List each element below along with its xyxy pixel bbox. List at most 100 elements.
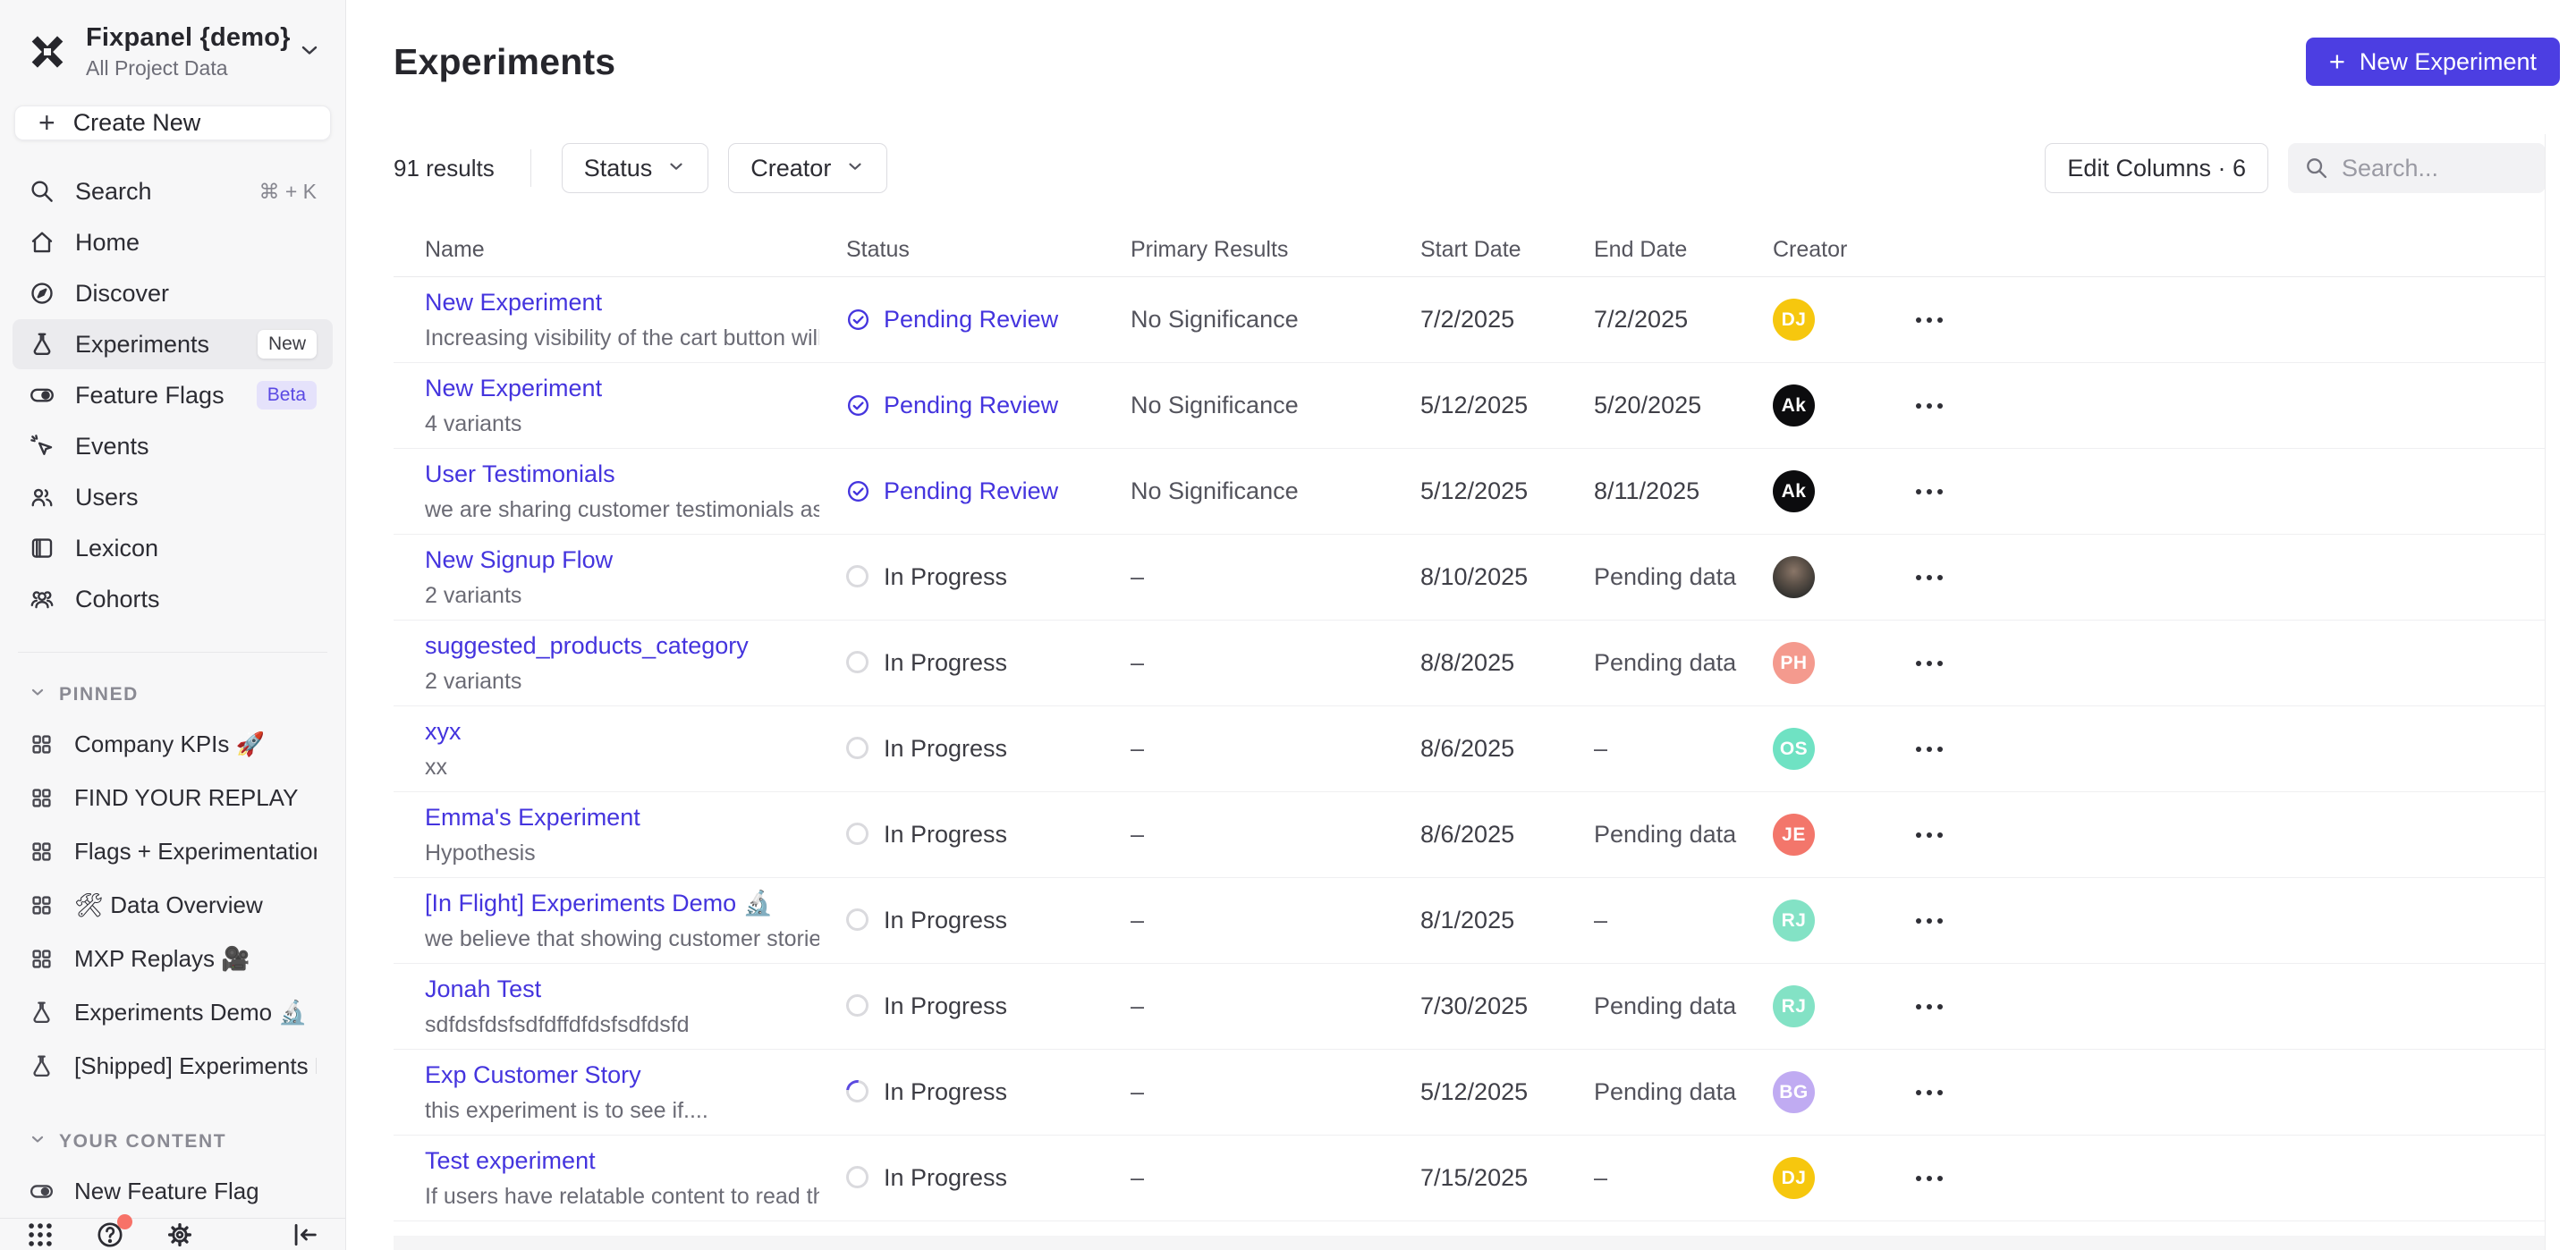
- sidebar-pinned-item[interactable]: Flags + Experimentation Demo: [13, 824, 333, 878]
- table-row: User Testimonials we are sharing custome…: [394, 449, 2546, 535]
- sidebar-item-cohorts[interactable]: Cohorts: [13, 574, 333, 624]
- status-filter-button[interactable]: Status: [561, 143, 709, 193]
- your-content-section-label: YOUR CONTENT: [59, 1131, 227, 1152]
- experiment-name-link[interactable]: suggested_products_category: [425, 631, 749, 659]
- experiments-table: Name Status Primary Results Start Date E…: [394, 224, 2546, 1221]
- creator-avatar-photo: [1773, 556, 1815, 598]
- new-experiment-label: New Experiment: [2359, 47, 2537, 75]
- creator-avatar: OS: [1773, 728, 1815, 770]
- experiment-name-link[interactable]: [In Flight] Experiments Demo 🔬: [425, 890, 774, 916]
- status-label: In Progress: [884, 1164, 1008, 1191]
- sidebar-item-experiments[interactable]: Experiments New: [13, 319, 333, 369]
- experiment-name-link[interactable]: Test experiment: [425, 1146, 596, 1174]
- column-header-end-date: End Date: [1594, 237, 1688, 262]
- sidebar-item-feature-flags[interactable]: Feature Flags Beta: [13, 370, 333, 420]
- row-menu-button[interactable]: [1916, 1089, 1970, 1095]
- start-date-cell: 5/12/2025: [1420, 392, 1529, 418]
- start-date-cell: 7/15/2025: [1420, 1164, 1529, 1191]
- status-cell: In Progress: [846, 1164, 1131, 1192]
- progress-circle-icon: [846, 823, 870, 847]
- creator-avatar: Ak: [1773, 384, 1815, 427]
- experiment-name-link[interactable]: New Experiment: [425, 288, 603, 316]
- beta-badge: Beta: [256, 381, 317, 410]
- board-icon: [29, 785, 55, 811]
- sidebar-item-label: Cohorts: [75, 585, 160, 612]
- row-menu-button[interactable]: [1916, 832, 1970, 838]
- table-header-row: Name Status Primary Results Start Date E…: [394, 224, 2546, 277]
- experiment-name-link[interactable]: Emma's Experiment: [425, 803, 640, 831]
- table-row: Jonah Test sdfdsfdsfsdfdffdfdsfsdfdsfd I…: [394, 964, 2546, 1050]
- new-badge: New: [257, 330, 317, 359]
- board-icon: [29, 892, 55, 918]
- status-cell: Pending Review: [846, 306, 1131, 334]
- new-experiment-button[interactable]: + New Experiment: [2305, 38, 2560, 86]
- collapse-sidebar-icon[interactable]: [290, 1220, 320, 1250]
- apps-grid-icon[interactable]: [25, 1220, 55, 1250]
- pinned-section-label: PINNED: [59, 684, 139, 705]
- row-menu-button[interactable]: [1916, 1003, 1970, 1009]
- experiment-name-link[interactable]: Jonah Test: [425, 975, 542, 1002]
- status-label: In Progress: [884, 563, 1008, 590]
- row-menu-button[interactable]: [1916, 1175, 1970, 1181]
- experiment-name-link[interactable]: New Signup Flow: [425, 545, 614, 573]
- experiment-description: Hypothesis: [425, 840, 536, 866]
- column-header-primary-results: Primary Results: [1131, 237, 1289, 262]
- sidebar-pinned-item[interactable]: FIND YOUR REPLAY: [13, 771, 333, 824]
- sidebar-item-users[interactable]: Users: [13, 472, 333, 522]
- column-header-start-date: Start Date: [1420, 237, 1521, 262]
- help-icon[interactable]: [95, 1213, 132, 1250]
- creator-filter-button[interactable]: Creator: [728, 143, 888, 193]
- workspace-switcher[interactable]: Fixpanel {demo} All Project Data: [0, 0, 345, 97]
- experiment-name-link[interactable]: New Experiment: [425, 374, 603, 401]
- sidebar-pinned-item[interactable]: Company KPIs 🚀: [13, 717, 333, 771]
- row-menu-button[interactable]: [1916, 660, 1970, 666]
- experiment-description: sdfdsfdsfsdfdffdfdsfsdfdsfd: [425, 1011, 690, 1037]
- row-menu-button[interactable]: [1916, 574, 1970, 580]
- table-body: New Experiment Increasing visibility of …: [394, 277, 2546, 1221]
- row-menu-button[interactable]: [1916, 746, 1970, 752]
- end-date-cell: Pending data: [1594, 821, 1737, 848]
- sidebar-item-label: Feature Flags: [75, 381, 225, 409]
- sidebar-pinned-item[interactable]: New Feature Flag: [13, 1164, 333, 1218]
- experiment-name-link[interactable]: User Testimonials: [425, 460, 615, 487]
- pinned-section-header[interactable]: PINNED: [0, 683, 345, 706]
- row-menu-button[interactable]: [1916, 402, 1970, 409]
- status-label: In Progress: [884, 907, 1008, 933]
- experiment-name-link[interactable]: Exp Customer Story: [425, 1060, 641, 1088]
- search-input[interactable]: [2342, 154, 2529, 182]
- check-circle-icon: [846, 308, 870, 332]
- progress-circle-icon: [846, 1166, 870, 1190]
- primary-results-cell: No Significance: [1131, 392, 1299, 418]
- end-date-cell: –: [1594, 907, 1608, 933]
- settings-gear-icon[interactable]: [165, 1220, 195, 1250]
- row-menu-button[interactable]: [1916, 488, 1970, 494]
- sidebar-item-label: Users: [75, 483, 139, 511]
- creator-avatar: RJ: [1773, 899, 1815, 942]
- experiment-description: xx: [425, 754, 447, 780]
- table-bottom-strip: [394, 1236, 2545, 1250]
- status-cell: Pending Review: [846, 392, 1131, 419]
- sidebar-pinned-item[interactable]: [Shipped] Experiments Demo 🖊: [13, 1039, 333, 1093]
- sidebar-pinned-item[interactable]: Experiments Demo 🔬: [13, 985, 333, 1039]
- users-icon: [29, 484, 55, 511]
- sidebar-item-events[interactable]: Events: [13, 421, 333, 471]
- edit-columns-button[interactable]: Edit Columns · 6: [2045, 143, 2268, 193]
- sidebar-item-search[interactable]: Search ⌘ + K: [13, 166, 333, 216]
- your-content-section-header[interactable]: YOUR CONTENT: [0, 1130, 345, 1153]
- sidebar-item-discover[interactable]: Discover: [13, 268, 333, 318]
- sidebar-pinned-item[interactable]: 🛠 Data Overview: [13, 878, 333, 932]
- progress-circle-icon: [846, 565, 870, 589]
- sidebar-item-home[interactable]: Home: [13, 217, 333, 267]
- chevron-down-icon: [845, 155, 865, 182]
- sidebar-pinned-item[interactable]: MXP Replays 🎥: [13, 932, 333, 985]
- start-date-cell: 8/6/2025: [1420, 735, 1515, 762]
- sidebar-item-lexicon[interactable]: Lexicon: [13, 523, 333, 573]
- main-content: Experiments + New Experiment 91 results …: [346, 0, 2576, 1250]
- status-filter-label: Status: [583, 154, 653, 182]
- status-cell: Pending Review: [846, 477, 1131, 505]
- row-menu-button[interactable]: [1916, 917, 1970, 924]
- experiment-name-link[interactable]: xyx: [425, 717, 462, 745]
- create-new-button[interactable]: + Create New: [14, 106, 331, 140]
- row-menu-button[interactable]: [1916, 317, 1970, 323]
- chevron-down-icon: [29, 683, 47, 706]
